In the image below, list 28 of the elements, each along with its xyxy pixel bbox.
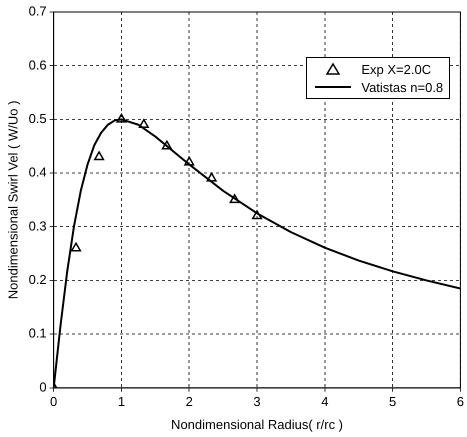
point xyxy=(230,194,240,204)
y-tick-label: 0.1 xyxy=(28,326,47,341)
legend-label: Exp X=2.0C xyxy=(361,62,432,77)
point xyxy=(116,114,127,123)
point xyxy=(94,151,104,160)
y-tick-label: 0.2 xyxy=(28,272,47,288)
x-tick-label: 2 xyxy=(186,394,193,410)
x-tick-label: 5 xyxy=(388,394,396,410)
y-tick-label: 0.3 xyxy=(28,218,47,234)
point xyxy=(184,156,194,166)
y-tick-label: 0.7 xyxy=(28,4,47,19)
x-tick-label: 1 xyxy=(118,394,126,410)
point xyxy=(70,242,82,252)
y-tick-label: 0.5 xyxy=(28,110,47,126)
y-tick-label: 0.6 xyxy=(28,57,47,72)
x-tick-label: 6 xyxy=(456,394,464,410)
point xyxy=(252,210,262,220)
x-tick-label: 4 xyxy=(321,394,328,410)
x-axis-title: Nondimensional Radius( r/rc ) xyxy=(171,416,344,432)
point xyxy=(206,172,217,182)
legend-label: Vatistas n=0.8 xyxy=(361,80,444,95)
point xyxy=(138,118,149,128)
y-axis-title: Nondimensional Swirl Vel ( W/Uo ) xyxy=(5,100,20,300)
y-tick-label: 0 xyxy=(39,379,47,394)
x-tick-label: 3 xyxy=(253,394,261,410)
x-tick-label: 0 xyxy=(50,394,58,410)
y-tick-label: 0.4 xyxy=(28,164,47,180)
point xyxy=(162,140,172,150)
